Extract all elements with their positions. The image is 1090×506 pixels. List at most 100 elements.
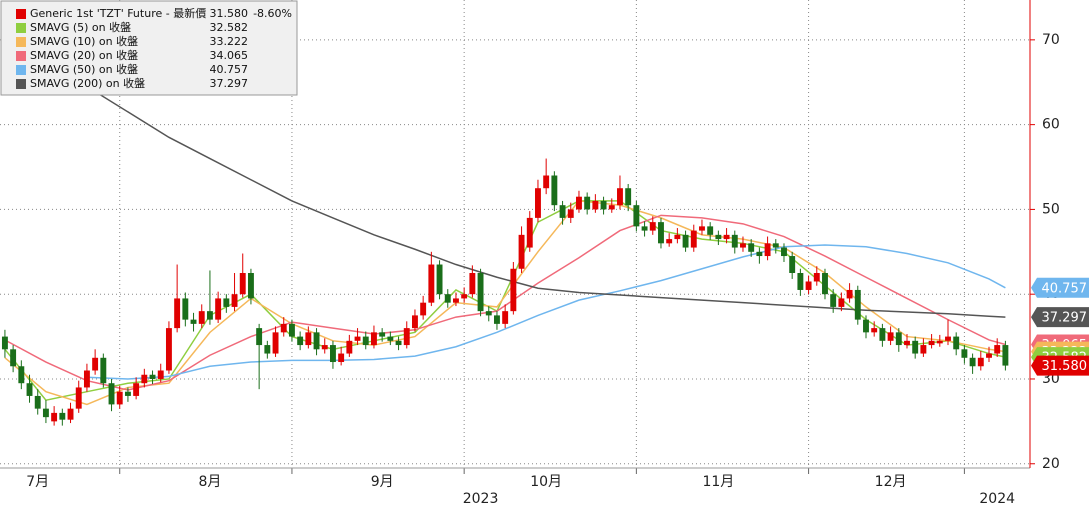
candle-body bbox=[805, 281, 812, 290]
candle-body bbox=[625, 188, 632, 206]
candle-body bbox=[247, 273, 254, 299]
candle-body bbox=[600, 200, 607, 210]
candle-body bbox=[18, 366, 25, 384]
candle-body bbox=[141, 374, 148, 384]
candle-body bbox=[781, 247, 787, 257]
candle-body bbox=[206, 311, 213, 320]
candle-body bbox=[379, 332, 386, 337]
candle-body bbox=[904, 340, 910, 346]
candle-body bbox=[321, 345, 328, 350]
y-tick-label: 70 bbox=[1042, 32, 1060, 48]
candle-body bbox=[370, 332, 377, 346]
candle-body bbox=[67, 408, 74, 420]
candle-body bbox=[715, 234, 722, 240]
legend-swatch bbox=[16, 79, 26, 89]
legend-swatch bbox=[16, 65, 26, 75]
candle-body bbox=[863, 319, 869, 333]
value-box bbox=[1031, 307, 1089, 328]
candle-body bbox=[108, 383, 115, 405]
candle-body bbox=[887, 332, 894, 341]
candle-body bbox=[338, 353, 345, 363]
candle-body bbox=[444, 294, 451, 303]
candle-body bbox=[731, 234, 738, 248]
candle-body bbox=[387, 336, 394, 341]
candle-body bbox=[830, 294, 837, 307]
candle-body bbox=[854, 289, 861, 320]
candle-body bbox=[469, 273, 476, 295]
legend-value: 37.297 bbox=[210, 77, 249, 90]
legend-value: 32.582 bbox=[210, 21, 249, 34]
candle-body bbox=[297, 336, 304, 346]
candle-body bbox=[797, 273, 804, 290]
candle-body bbox=[567, 209, 574, 218]
candle-body bbox=[592, 200, 599, 210]
candle-body bbox=[871, 328, 878, 333]
candle-body bbox=[740, 243, 746, 248]
candle-body bbox=[420, 302, 427, 316]
candle-body bbox=[666, 239, 673, 244]
candle-body bbox=[436, 264, 443, 295]
candle-body bbox=[362, 336, 369, 346]
candle-body bbox=[674, 234, 681, 240]
sma-line bbox=[4, 214, 1006, 391]
legend-label: SMAVG (200) on 收盤 bbox=[30, 76, 145, 90]
candle-body bbox=[305, 332, 312, 346]
candle-body bbox=[723, 234, 730, 240]
candle-body bbox=[280, 323, 287, 333]
candle-body bbox=[813, 273, 820, 282]
candle-body bbox=[895, 332, 902, 346]
candle-body bbox=[92, 357, 99, 371]
candle-body bbox=[633, 205, 640, 227]
year-label: 2024 bbox=[979, 491, 1015, 506]
candle-body bbox=[75, 387, 82, 409]
candle-body bbox=[707, 226, 714, 235]
year-label: 2023 bbox=[463, 491, 499, 506]
candle-body bbox=[412, 315, 418, 329]
candle-body bbox=[59, 412, 66, 420]
legend-label: SMAVG (10) on 收盤 bbox=[30, 34, 138, 48]
candle-body bbox=[223, 298, 230, 307]
y-tick-label: 20 bbox=[1042, 456, 1060, 472]
legend-label: SMAVG (20) on 收盤 bbox=[30, 48, 138, 62]
candle-body bbox=[1002, 345, 1009, 366]
plot-area: 2030405060707月8月9月10月11月12月20232024 bbox=[0, 0, 1060, 506]
candle-body bbox=[485, 311, 492, 316]
value-box bbox=[1031, 277, 1089, 298]
candle-body bbox=[772, 243, 779, 248]
value-box bbox=[1031, 355, 1089, 376]
candle-body bbox=[961, 349, 968, 358]
candle-body bbox=[822, 273, 828, 295]
legend-value: 40.757 bbox=[210, 63, 249, 76]
candle-body bbox=[83, 370, 90, 388]
candle-body bbox=[649, 222, 656, 231]
candle-body bbox=[748, 243, 755, 252]
legend-label: Generic 1st 'TZT' Future - 最新價 bbox=[30, 6, 206, 20]
candle-body bbox=[945, 336, 951, 341]
candle-body bbox=[288, 323, 295, 337]
candle-body bbox=[34, 395, 41, 409]
candle-body bbox=[920, 345, 927, 354]
candle-body bbox=[42, 408, 49, 418]
candle-body bbox=[838, 298, 845, 307]
candle-body bbox=[100, 357, 107, 384]
candle-body bbox=[461, 294, 468, 299]
candle-body bbox=[453, 298, 459, 303]
candle-body bbox=[617, 188, 623, 206]
legend-value: 31.580 bbox=[210, 7, 249, 20]
candle-body bbox=[518, 234, 525, 269]
y-tick-label: 50 bbox=[1042, 201, 1060, 217]
candle-body bbox=[190, 319, 197, 324]
legend-swatch bbox=[16, 23, 26, 33]
candle-body bbox=[329, 345, 336, 363]
candle-body bbox=[756, 251, 763, 257]
value-box-label: 37.297 bbox=[1042, 311, 1088, 326]
candle-body bbox=[395, 340, 402, 346]
candle-body bbox=[494, 315, 500, 324]
candle-body bbox=[682, 234, 689, 248]
candle-body bbox=[313, 332, 320, 350]
candle-body bbox=[272, 332, 279, 354]
candle-body bbox=[912, 340, 919, 354]
x-tick-label: 11月 bbox=[702, 474, 734, 490]
candle-body bbox=[510, 268, 517, 312]
